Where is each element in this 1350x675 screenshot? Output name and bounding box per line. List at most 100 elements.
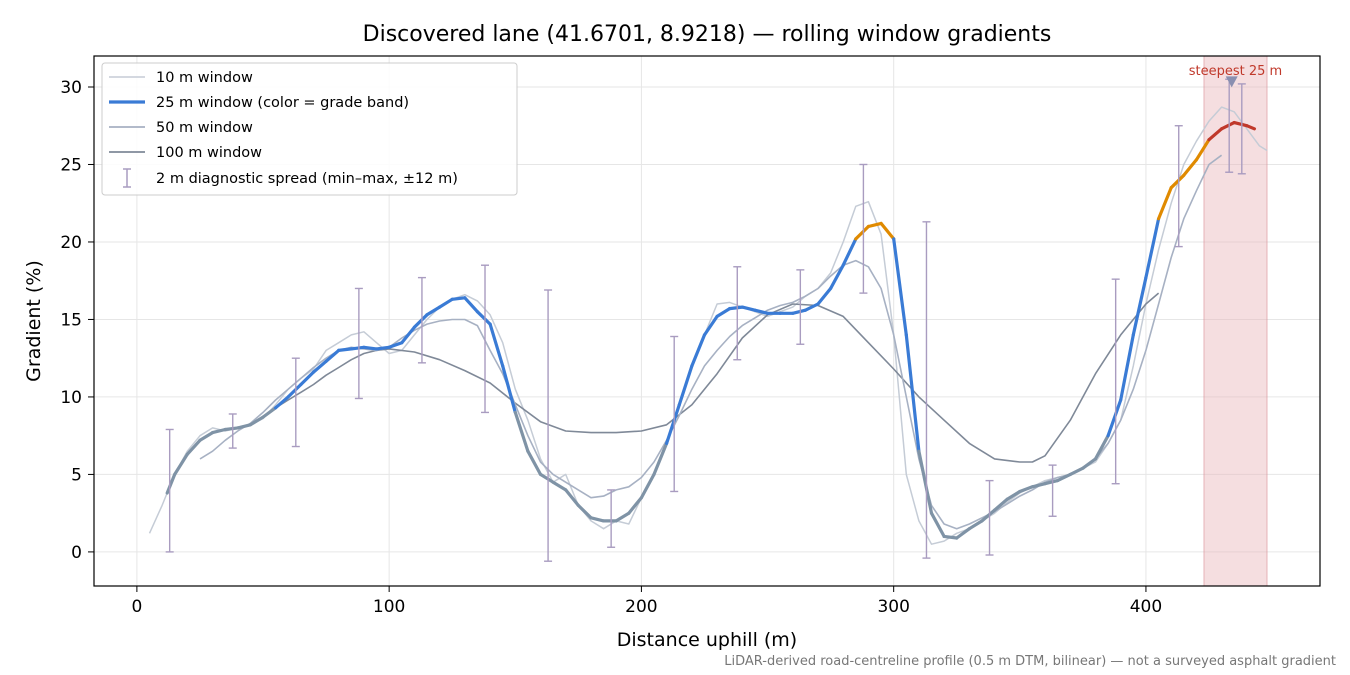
series-layer (148, 106, 1268, 545)
x-tick-label: 200 (625, 597, 657, 617)
series-25m-segment (816, 286, 833, 306)
series-25m-segment (1093, 434, 1110, 461)
series-25m-segment (866, 221, 883, 229)
footnote: LiDAR-derived road-centreline profile (0… (724, 654, 1336, 669)
error-bar (985, 479, 994, 556)
series-25m-segment (955, 527, 972, 540)
series-25m-segment (589, 516, 606, 523)
series-25m-segment (248, 415, 265, 427)
series-25m-segment (1156, 186, 1173, 221)
series-25m-segment (1106, 398, 1123, 438)
series-25m-segment (513, 410, 530, 453)
series-25m-segment (337, 347, 353, 352)
series-25m-segment (488, 322, 505, 368)
series-25m-segment (1055, 472, 1072, 483)
legend-item-25m: 25 m window (color = grade band) (109, 95, 409, 111)
plot-frame (93, 55, 1321, 587)
series-25m-segment (425, 305, 442, 317)
series-25m-segment (299, 370, 316, 387)
series-25m-segment (576, 503, 593, 520)
error-bar (670, 335, 679, 493)
legend-box (101, 62, 518, 196)
series-25m-segment (1131, 276, 1148, 337)
series-25m-segment (1207, 127, 1224, 142)
series-25m-segment (1081, 457, 1098, 470)
series-25m-segment (387, 341, 404, 349)
series-25m-segment (438, 297, 454, 309)
x-tick-label: 400 (1130, 597, 1162, 617)
series-25m-segment (740, 305, 757, 312)
series-25m-segment (917, 449, 934, 515)
steepest-segment-label: steepest 25 m (1189, 64, 1282, 79)
legend-item-50m: 50 m window (109, 120, 253, 136)
error-bar (1048, 464, 1057, 517)
series-50m-line (199, 154, 1223, 530)
x-tick-label: 100 (373, 597, 405, 617)
error-bar (1174, 125, 1183, 248)
series-25m-segment (1182, 158, 1199, 177)
error-bar (859, 163, 868, 294)
series-25m-segment (286, 382, 303, 399)
series-25m-segment (639, 472, 656, 500)
series-25m-segment (702, 314, 719, 337)
series-25m-segment (677, 364, 694, 407)
legend-item-100m: 100 m window (109, 145, 262, 161)
series-25m-segment (1119, 333, 1135, 402)
series-25m-segment (165, 472, 177, 495)
series-25m-segment (690, 333, 707, 368)
y-tick-label: 20 (60, 233, 82, 253)
series-25m-segment (980, 508, 997, 523)
series-25m-segment (879, 221, 896, 241)
error-bar (417, 276, 426, 364)
error-bar (481, 264, 490, 414)
series-25m-segment (526, 449, 543, 476)
series-25m-segment (1144, 217, 1161, 280)
error-bar (733, 266, 742, 361)
series-25m-segment (1219, 120, 1236, 131)
legend-label-25m: 25 m window (color = grade band) (156, 95, 409, 111)
y-tick-label: 15 (60, 310, 82, 330)
series-25m-segment (1018, 485, 1035, 494)
series-25m-segment (223, 426, 240, 432)
series-100m-line (262, 292, 1160, 463)
series-25m-segment (551, 480, 568, 492)
series-25m-segment (841, 237, 858, 267)
legend-item-10m: 10 m window (109, 70, 253, 86)
legend: 10 m window 25 m window (color = grade b… (101, 62, 518, 196)
series-25m-segment (828, 263, 845, 291)
series-25m-segment (274, 395, 290, 410)
steepest-segment-band (1203, 55, 1268, 587)
series-25m-segment (854, 224, 871, 241)
series-25m-segment (538, 472, 555, 484)
series-25m-segment (185, 438, 202, 456)
error-bar (291, 357, 300, 448)
series-25m-segment (463, 296, 479, 314)
series-25m-segment (173, 452, 189, 476)
y-tick-label: 25 (60, 155, 82, 175)
series-25m-segment (211, 427, 227, 435)
series-25m-segment (1245, 124, 1257, 131)
series-25m-segment (374, 345, 391, 351)
series-25m-segment (614, 511, 631, 523)
chart-title: Discovered lane (41.6701, 8.9218) — roll… (363, 22, 1052, 47)
series-25m-segment (753, 308, 770, 315)
series-25m-segment (450, 296, 467, 301)
error-bar (1111, 278, 1120, 485)
series-25m-segment (1169, 173, 1186, 190)
legend-label-50m: 50 m window (156, 120, 253, 136)
series-25m-segment (324, 348, 341, 363)
y-axis-label: Gradient (%) (23, 260, 45, 382)
series-25m-segment (1232, 120, 1249, 128)
series-25m-segment (929, 511, 946, 539)
series-25m-segment (728, 305, 744, 311)
error-bar (544, 289, 553, 562)
error-bar (1237, 83, 1246, 175)
series-25m-segment (942, 534, 959, 540)
series-25m-segment (992, 497, 1009, 512)
series-25m-segment (664, 403, 681, 445)
y-tick-label: 5 (71, 465, 82, 485)
series-25m-segment (412, 313, 429, 329)
series-25m-segment (564, 488, 580, 507)
y-tick-label: 0 (71, 543, 82, 563)
